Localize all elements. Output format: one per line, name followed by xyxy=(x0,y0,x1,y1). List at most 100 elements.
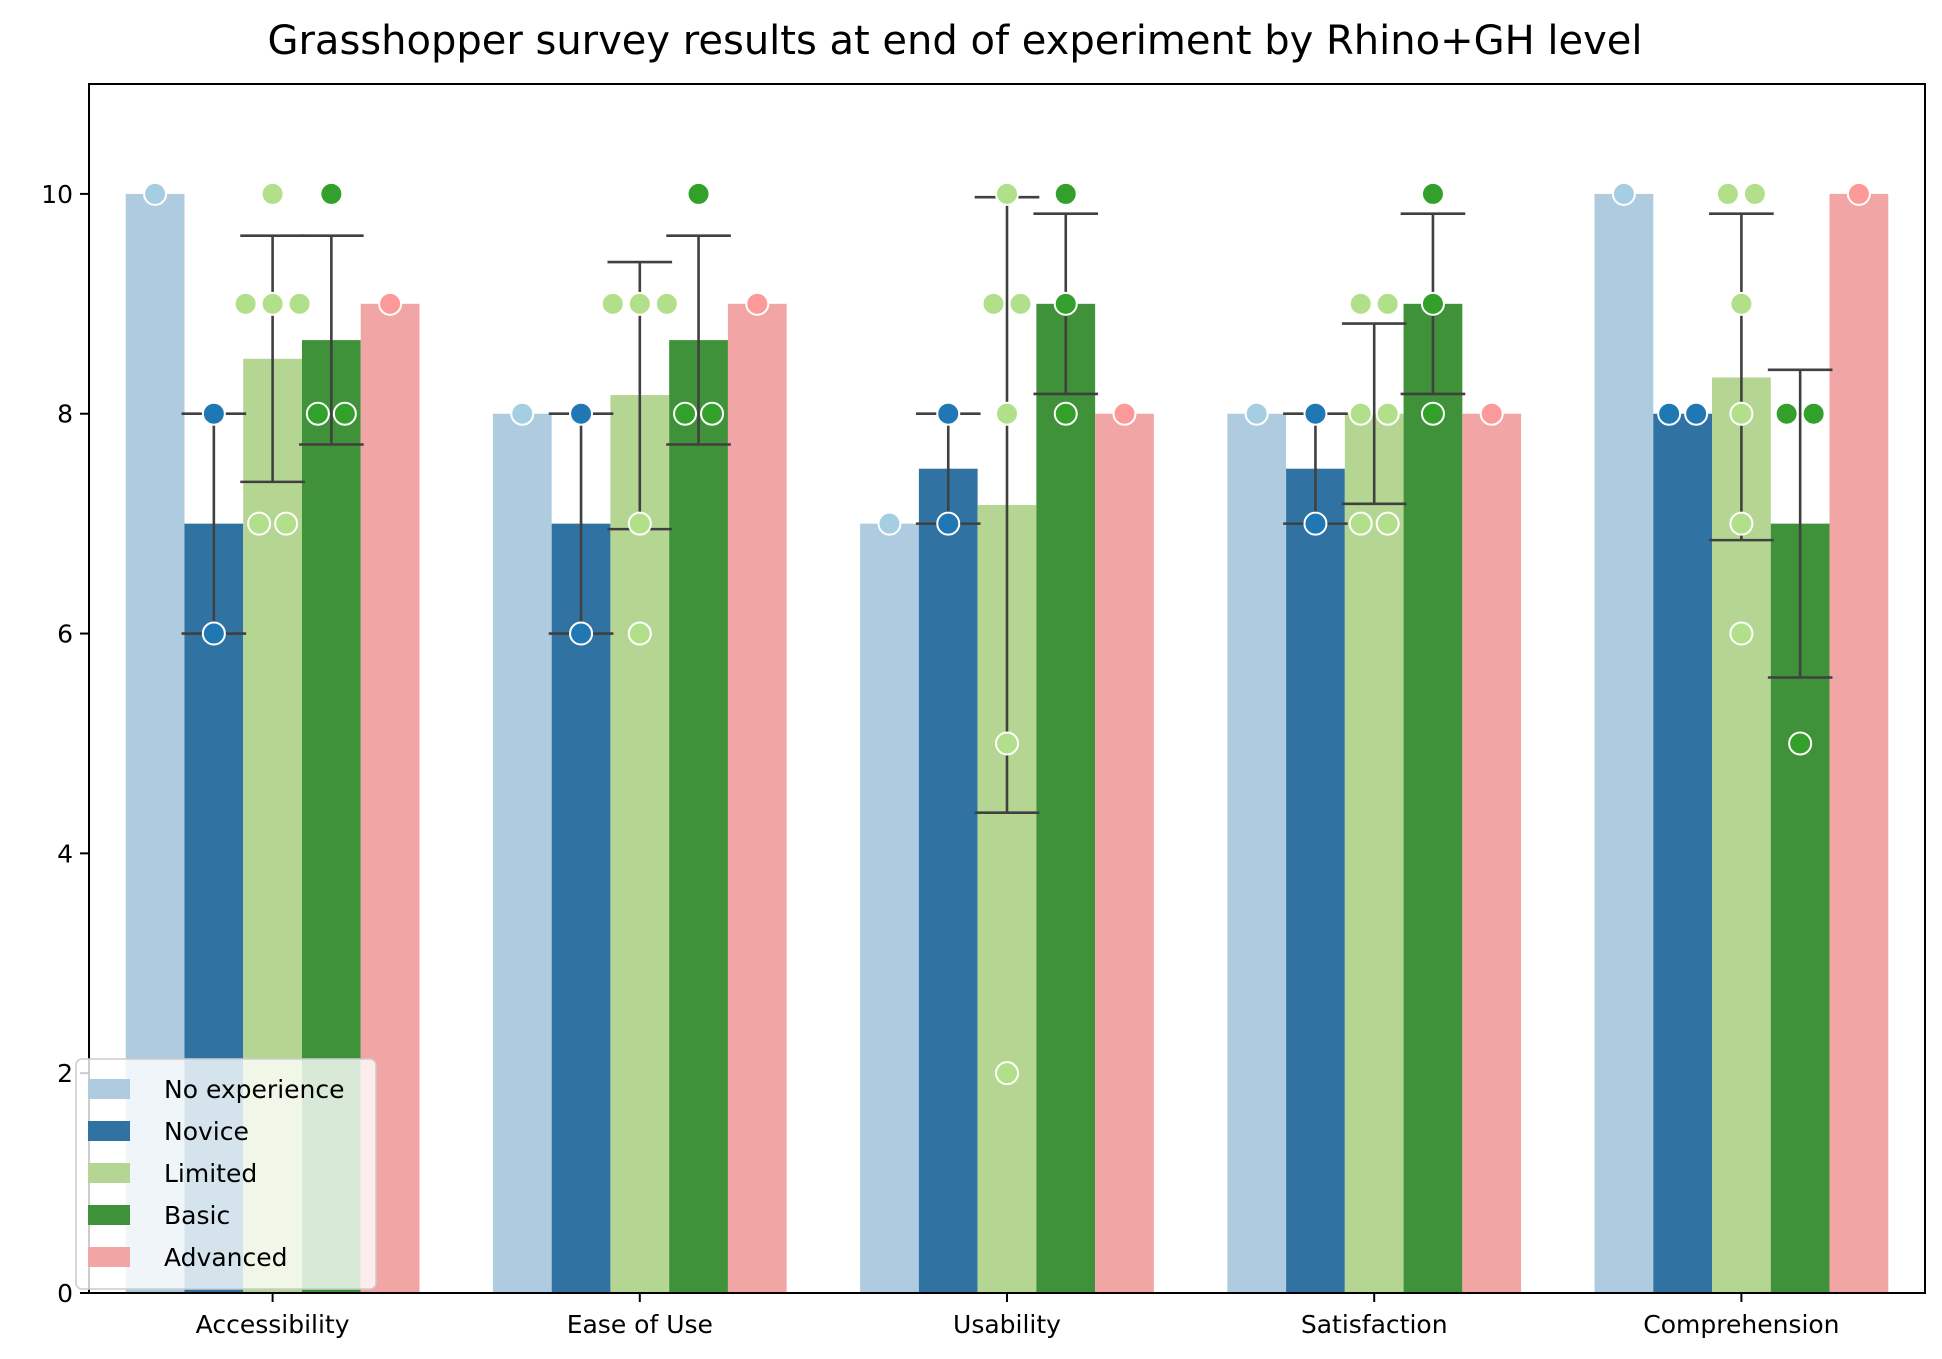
data-point-0-2-1 xyxy=(233,291,258,316)
legend-swatch-0 xyxy=(88,1079,130,1099)
legend-label-2: Limited xyxy=(164,1159,257,1188)
data-point-3-1-1 xyxy=(1303,511,1328,536)
bar-3-3 xyxy=(1403,303,1463,1293)
data-point-3-2-4 xyxy=(1348,511,1373,536)
y-tick-label-4: 8 xyxy=(57,400,73,429)
bar-2-0 xyxy=(860,523,919,1293)
data-point-0-1-0 xyxy=(201,401,226,426)
bar-1-3 xyxy=(669,340,728,1293)
bar-4-0 xyxy=(1594,193,1654,1294)
data-point-1-2-2 xyxy=(654,291,679,316)
data-point-3-2-1 xyxy=(1375,291,1400,316)
data-point-2-4-0 xyxy=(1112,401,1137,426)
data-point-3-1-0 xyxy=(1303,401,1328,426)
bar-1-0 xyxy=(492,413,552,1293)
data-point-2-2-5 xyxy=(995,1061,1019,1086)
x-tick-label-3: Satisfaction xyxy=(1301,1310,1448,1339)
data-point-0-3-1 xyxy=(305,401,330,426)
points-layer xyxy=(143,181,1871,1086)
data-point-0-2-0 xyxy=(260,181,285,206)
data-point-3-0-0 xyxy=(1244,401,1269,426)
data-point-4-3-2 xyxy=(1788,731,1813,756)
y-tick-label-1: 2 xyxy=(57,1059,73,1088)
legend-label-0: No experience xyxy=(164,1075,345,1104)
data-point-3-2-3 xyxy=(1375,401,1400,426)
data-point-1-2-4 xyxy=(627,621,652,646)
data-point-0-2-3 xyxy=(287,291,312,316)
data-point-2-3-2 xyxy=(1053,401,1078,426)
data-point-2-2-2 xyxy=(1008,291,1033,316)
y-axis: 0 2 4 6 8 10 xyxy=(41,180,89,1308)
bar-1-2 xyxy=(610,395,670,1293)
bar-2-1 xyxy=(918,468,978,1293)
data-point-2-3-0 xyxy=(1053,181,1078,206)
bar-3-2 xyxy=(1344,413,1404,1293)
data-point-2-2-1 xyxy=(981,291,1006,316)
data-point-3-3-1 xyxy=(1420,291,1445,316)
data-point-4-2-1 xyxy=(1742,181,1767,206)
data-point-2-2-4 xyxy=(995,731,1019,756)
data-point-3-3-0 xyxy=(1420,181,1445,206)
legend-label-4: Advanced xyxy=(164,1243,288,1272)
error-bars-layer xyxy=(181,195,1833,814)
y-tick-label-3: 6 xyxy=(57,620,73,649)
data-point-2-3-1 xyxy=(1053,291,1078,316)
data-point-3-4-0 xyxy=(1479,401,1504,426)
data-point-1-3-0 xyxy=(686,181,711,206)
data-point-2-1-0 xyxy=(936,401,961,426)
data-point-4-1-1 xyxy=(1684,401,1709,426)
data-point-4-3-1 xyxy=(1801,401,1826,426)
data-point-2-2-0 xyxy=(995,181,1019,206)
data-point-4-2-4 xyxy=(1729,511,1754,536)
data-point-4-0-0 xyxy=(1611,181,1636,206)
data-point-3-2-2 xyxy=(1348,401,1373,426)
legend-label-1: Novice xyxy=(164,1117,249,1146)
x-tick-label-4: Comprehension xyxy=(1643,1310,1839,1339)
bar-3-1 xyxy=(1286,468,1345,1293)
data-point-4-4-0 xyxy=(1846,181,1871,206)
data-point-1-0-0 xyxy=(510,401,535,426)
data-point-4-3-0 xyxy=(1774,401,1799,426)
legend-label-3: Basic xyxy=(164,1201,230,1230)
data-point-0-3-2 xyxy=(332,401,357,426)
data-point-1-1-1 xyxy=(569,621,594,646)
x-tick-label-2: Usability xyxy=(953,1310,1061,1339)
data-point-3-3-2 xyxy=(1420,401,1445,426)
data-point-3-2-5 xyxy=(1375,511,1400,536)
chart-title: Grasshopper survey results at end of exp… xyxy=(267,18,1642,64)
bar-4-4 xyxy=(1829,193,1889,1294)
data-point-1-1-0 xyxy=(569,401,594,426)
x-tick-label-0: Accessibility xyxy=(196,1310,350,1339)
bar-2-4 xyxy=(1095,413,1154,1293)
data-point-2-1-1 xyxy=(936,511,961,536)
data-point-1-2-0 xyxy=(600,291,625,316)
y-tick-label-5: 10 xyxy=(41,180,73,209)
data-point-0-1-1 xyxy=(201,621,226,646)
data-point-4-2-3 xyxy=(1729,401,1754,426)
data-point-0-3-0 xyxy=(319,181,344,206)
legend-swatch-3 xyxy=(88,1205,130,1225)
bar-1-4 xyxy=(727,303,787,1293)
data-point-1-2-3 xyxy=(627,511,652,536)
data-point-0-2-2 xyxy=(260,291,285,316)
bar-4-1 xyxy=(1653,413,1713,1293)
x-axis: Accessibility Ease of Use Usability Satisfa… xyxy=(196,1293,1840,1339)
data-point-1-3-1 xyxy=(673,401,698,426)
data-point-2-0-0 xyxy=(877,511,902,536)
data-point-1-4-0 xyxy=(745,291,770,316)
legend-swatch-4 xyxy=(88,1247,130,1267)
bar-3-0 xyxy=(1227,413,1287,1293)
bar-1-1 xyxy=(551,523,611,1293)
data-point-1-3-2 xyxy=(700,401,725,426)
legend-swatch-2 xyxy=(88,1163,130,1183)
legend: No experience Novice Limited Basic Advanced xyxy=(75,1058,377,1290)
data-point-3-2-0 xyxy=(1348,291,1373,316)
data-point-0-2-4 xyxy=(247,511,272,536)
data-point-4-1-0 xyxy=(1657,401,1682,426)
data-point-0-4-0 xyxy=(378,291,403,316)
data-point-4-2-5 xyxy=(1729,621,1754,646)
y-tick-label-2: 4 xyxy=(57,839,73,868)
legend-swatch-1 xyxy=(88,1121,130,1141)
x-tick-label-1: Ease of Use xyxy=(567,1310,713,1339)
